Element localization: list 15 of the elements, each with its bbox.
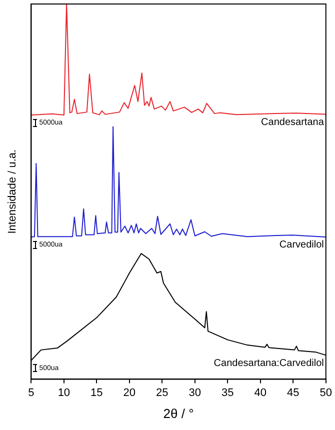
x-tick-label: 35 — [222, 386, 234, 399]
x-tick-label: 50 — [320, 386, 332, 399]
x-tick-label: 10 — [58, 386, 70, 399]
x-tick-label: 25 — [156, 386, 168, 399]
x-tick-label: 45 — [287, 386, 300, 399]
x-tick-label: 40 — [254, 386, 267, 399]
y-axis-title: Intensidade / u.a. — [6, 149, 19, 234]
x-tick-label: 5 — [28, 386, 34, 399]
x-tick-label: 15 — [90, 386, 103, 399]
x-axis-title: 2θ / ° — [163, 406, 194, 421]
series-label: Candesartana:Carvedilol — [214, 358, 324, 369]
x-tick-label: 20 — [123, 386, 136, 399]
x-tick-label: 30 — [188, 386, 202, 399]
series-label: Carvedilol — [279, 240, 324, 251]
series-label: Candesartana — [261, 117, 324, 128]
